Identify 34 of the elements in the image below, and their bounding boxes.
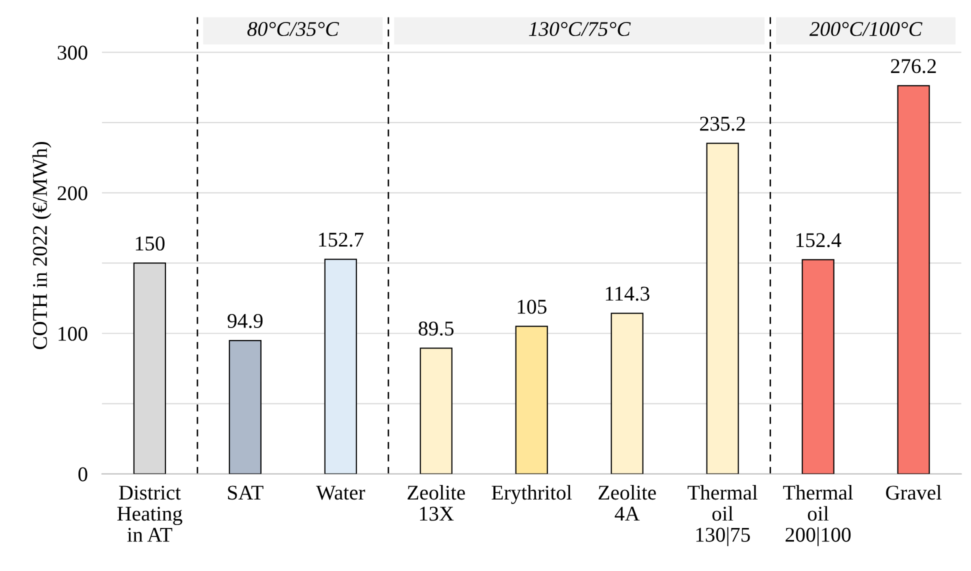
data-label: 105 xyxy=(518,300,546,314)
band-label: 200°C/100°C xyxy=(809,22,922,36)
data-label: 150 xyxy=(136,236,165,251)
band-label: 80°C/35°C xyxy=(247,22,340,36)
data-label: 152.7 xyxy=(319,232,364,247)
data-label: 94.9 xyxy=(228,314,263,328)
x-tick-label: SAT xyxy=(228,486,264,500)
x-tick-label: District Heating in AT xyxy=(117,486,182,542)
x-tick-label: Erythritol xyxy=(492,485,572,504)
data-label: 235.2 xyxy=(700,116,745,131)
x-tick-label: Water xyxy=(316,486,366,500)
data-label: 276.2 xyxy=(891,59,936,74)
data-label: 114.3 xyxy=(606,286,650,301)
y-tick-label: 100 xyxy=(58,326,88,341)
bar xyxy=(324,258,357,474)
x-tick-label: Thermal oil 130|75 xyxy=(688,485,758,546)
y-tick-label: 200 xyxy=(58,186,88,200)
band-label: 130°C/75°C xyxy=(528,22,631,36)
bar xyxy=(420,348,452,474)
x-tick-label: Thermal oil 200|100 xyxy=(783,485,853,546)
y-tick-label: 0 xyxy=(78,467,88,482)
y-tick-label: 300 xyxy=(58,46,88,60)
bar xyxy=(802,259,834,474)
bar xyxy=(610,312,644,474)
bar xyxy=(515,326,548,474)
x-tick-label: Zeolite 4A xyxy=(598,485,656,521)
data-label: 152.4 xyxy=(796,233,842,248)
bar xyxy=(897,85,930,474)
y-axis-title: COTH in 2022 (€/MWh) xyxy=(32,142,52,350)
bar xyxy=(706,142,739,474)
x-tick-label: Gravel xyxy=(886,485,942,500)
bar xyxy=(228,340,262,474)
x-tick-label: Zeolite 13X xyxy=(408,485,465,521)
data-label: 89.5 xyxy=(418,322,454,336)
